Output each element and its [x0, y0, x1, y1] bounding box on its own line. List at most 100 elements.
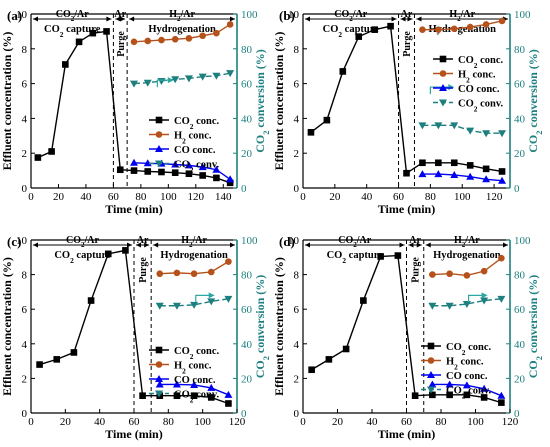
data-point — [418, 122, 427, 130]
y2-axis-title: CO2 conversion (%) — [526, 275, 544, 379]
arrowhead-icon — [425, 242, 431, 248]
data-point — [122, 247, 129, 254]
arrowhead-icon — [127, 242, 132, 248]
data-point — [207, 394, 215, 401]
panel-label: (b) — [279, 8, 295, 23]
y-tick-label: 4 — [294, 113, 300, 125]
data-point — [497, 295, 506, 303]
data-point — [225, 400, 232, 407]
x-tick-label: 40 — [94, 416, 106, 428]
data-point — [482, 175, 491, 183]
data-point — [185, 170, 193, 178]
data-point — [434, 170, 443, 178]
data-point — [419, 26, 426, 33]
y2-tick-label: 100 — [514, 9, 531, 21]
data-point — [212, 165, 221, 173]
data-point — [463, 272, 471, 279]
data-point — [184, 75, 193, 83]
legend-marker — [439, 84, 447, 91]
x-tick-label: 100 — [467, 416, 484, 428]
y2-tick-label: 0 — [514, 183, 520, 195]
x-tick-label: 80 — [163, 416, 175, 428]
y-tick-label: 6 — [294, 304, 300, 316]
x-axis-title: Time (min) — [378, 427, 435, 441]
data-point — [171, 169, 179, 176]
y-axis-title: Effluent concentration (%) — [0, 32, 14, 171]
phase-gas-label: Ar — [137, 235, 149, 246]
data-point — [446, 270, 453, 278]
data-point — [428, 380, 437, 388]
y2-tick-label: 20 — [514, 148, 526, 160]
arrowhead-icon — [305, 242, 310, 248]
data-point — [62, 61, 69, 68]
data-point — [435, 159, 442, 167]
y2-tick-label: 100 — [241, 9, 258, 21]
phase-label-capture: CO2 capture — [54, 250, 111, 265]
chart-panel-a: 0 20 40 60 80 100 120 1400246810020406080100Tim… — [0, 8, 271, 216]
y2-tick-label: 40 — [514, 113, 526, 125]
y-axis-title: Effluent concentration (%) — [272, 257, 286, 396]
data-point — [224, 295, 233, 303]
y-axis-title: Effluent concentration (%) — [0, 257, 14, 396]
panel-label: (d) — [279, 234, 295, 249]
data-point — [360, 297, 367, 304]
data-point — [130, 38, 138, 46]
data-point — [387, 22, 394, 30]
arrow-head-icon — [208, 292, 215, 299]
data-point — [394, 252, 402, 259]
y2-tick-label: 20 — [241, 373, 253, 385]
data-point — [450, 159, 458, 167]
data-point — [226, 175, 235, 183]
data-point — [224, 390, 233, 398]
x-tick-label: 40 — [80, 191, 92, 203]
data-point — [53, 356, 61, 363]
data-point — [130, 158, 138, 166]
data-point — [156, 270, 164, 278]
y2-axis-title: CO2 conversion (%) — [253, 275, 271, 379]
data-point — [325, 356, 333, 363]
series-line-co2-conv- — [133, 72, 231, 85]
y2-tick-label: 0 — [514, 408, 520, 420]
arrowhead-icon — [106, 16, 112, 22]
data-point — [185, 35, 193, 42]
data-point — [213, 174, 220, 182]
legend-marker — [155, 361, 163, 368]
legend-entry: CO conc. — [458, 84, 500, 95]
data-point — [498, 130, 507, 138]
legend-entry: CO2 conv. — [458, 99, 504, 114]
arrow-head-icon — [167, 77, 174, 84]
y2-tick-label: 60 — [514, 79, 526, 91]
data-point — [198, 163, 207, 171]
data-point — [403, 169, 410, 177]
phase-gas-label: CO2/Ar — [334, 9, 368, 23]
phase-label-hydrogenation: Hydrogenation — [428, 24, 496, 35]
data-point — [48, 148, 55, 155]
arrowhead-icon — [407, 16, 413, 22]
y-tick-label: 8 — [294, 270, 300, 282]
arrowhead-icon — [416, 242, 422, 248]
legend-entry: H2 conc. — [446, 357, 484, 372]
y-tick-label: 8 — [294, 44, 300, 56]
x-tick-label: 40 — [367, 416, 379, 428]
data-point — [466, 127, 475, 135]
y2-tick-label: 100 — [241, 235, 258, 247]
legend-marker — [155, 390, 163, 398]
y2-tick-label: 40 — [514, 339, 526, 351]
legend-entry: CO conc. — [174, 375, 216, 386]
phase-gas-label: CO2/Ar — [56, 9, 90, 23]
legend-marker — [439, 99, 447, 107]
x-tick-label: 0 — [300, 416, 306, 428]
arrowhead-icon — [120, 16, 126, 22]
series-line-co2-conv- — [159, 298, 229, 307]
y-tick-label: 0 — [22, 183, 28, 195]
data-point — [144, 37, 152, 45]
arrowhead-icon — [230, 242, 235, 248]
data-point — [190, 392, 198, 399]
x-tick-label: 20 — [332, 416, 344, 428]
data-point — [171, 35, 179, 43]
phase-label-hydrogenation: Hydrogenation — [433, 250, 501, 261]
data-point — [190, 301, 199, 309]
